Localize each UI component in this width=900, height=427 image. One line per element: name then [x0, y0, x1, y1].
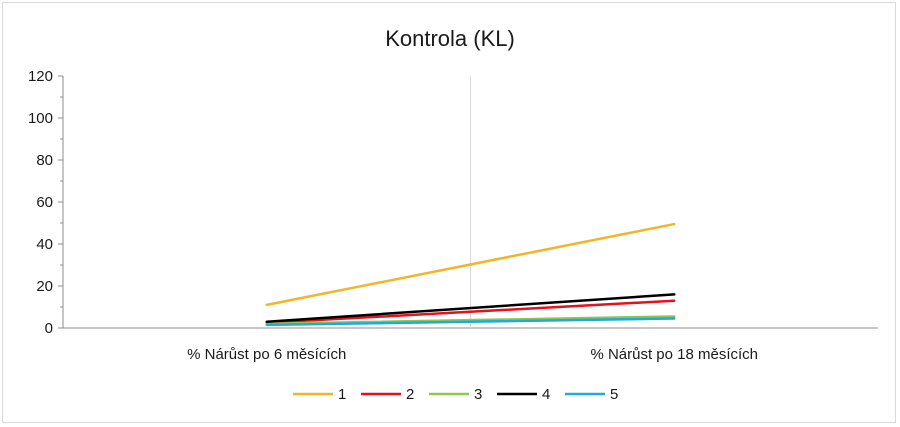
x-category-label: % Nárůst po 18 měsících: [590, 346, 758, 363]
series-line-5: [265, 317, 676, 327]
y-tick-label: 60: [36, 194, 53, 211]
series-line-2: [265, 299, 676, 324]
legend: 1 2 3 4 5: [293, 386, 618, 403]
legend-label-5: 5: [610, 386, 618, 403]
legend-label-1: 1: [338, 386, 346, 403]
y-tick-label: 40: [36, 236, 53, 253]
chart-title: Kontrola (KL): [385, 26, 515, 51]
chart-frame: [2, 2, 896, 423]
legend-label-2: 2: [406, 386, 414, 403]
legend-label-4: 4: [542, 386, 550, 403]
x-axis: % Nárůst po 6 měsících % Nárůst po 18 měs…: [63, 76, 878, 363]
x-category-label: % Nárůst po 6 měsících: [187, 346, 346, 363]
plot-area: [265, 222, 676, 327]
y-tick-label: 0: [45, 320, 53, 337]
y-tick-label: 120: [28, 68, 53, 85]
series-line-1: [265, 222, 676, 307]
legend-label-3: 3: [474, 386, 482, 403]
series-line-4: [265, 293, 676, 323]
y-tick-label: 100: [28, 110, 53, 127]
y-tick-label: 80: [36, 152, 53, 169]
y-tick-label: 20: [36, 278, 53, 295]
y-axis: 0 20 40 60 80 100 120: [28, 68, 64, 337]
